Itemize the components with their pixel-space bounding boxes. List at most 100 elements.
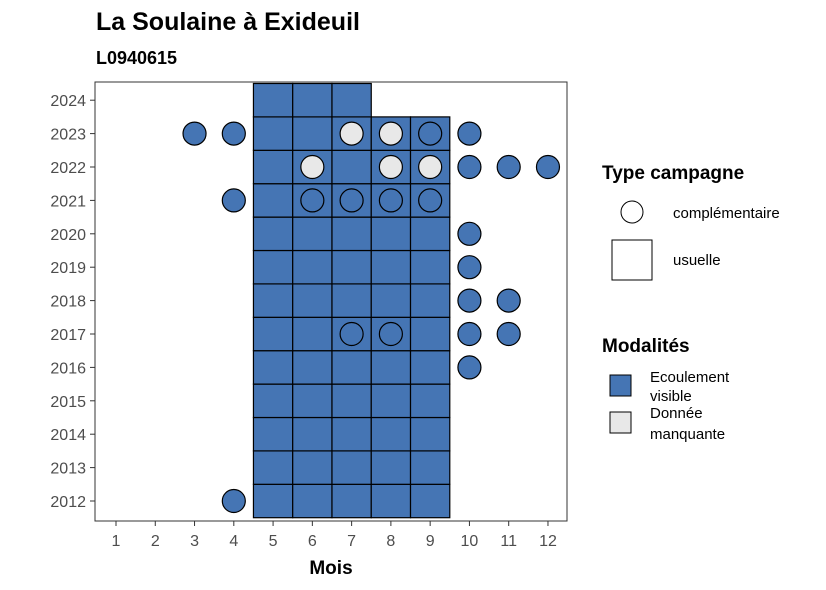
usuelle-tile-2017-5 [252, 316, 294, 352]
usuelle-tile-2022-5 [252, 149, 294, 185]
usuelle-tile-2012-6 [292, 483, 333, 519]
usuelle-tile-2014-8 [370, 416, 412, 452]
y-tick-label: 2022 [50, 160, 86, 177]
usuelle-tile-2017-9 [409, 316, 451, 352]
usuelle-tile-2020-8 [370, 216, 412, 252]
chart-subtitle: L0940615 [96, 48, 177, 68]
x-tick-label: 4 [229, 533, 238, 550]
usuelle-tile-2014-6 [292, 416, 333, 452]
legend-complementaire-label: complémentaire [673, 205, 780, 222]
complementaire-point-2022-12 [535, 154, 561, 180]
y-tick-label: 2017 [50, 327, 86, 344]
usuelle-tile-2012-8 [370, 483, 412, 519]
complementaire-point-2022-6 [300, 154, 325, 180]
y-tick-label: 2020 [50, 227, 86, 244]
legend-type-title: Type campagne [602, 163, 744, 184]
usuelle-tile-2016-6 [292, 350, 333, 385]
y-tick-label: 2014 [50, 427, 86, 444]
usuelle-tile-2012-9 [409, 483, 451, 519]
x-tick-label: 3 [190, 533, 199, 550]
legend-circle-key [620, 200, 644, 224]
x-tick-label: 1 [112, 533, 121, 550]
y-tick-label: 2018 [50, 294, 86, 311]
plot-panel-border [94, 81, 568, 522]
x-tick-label: 5 [269, 533, 278, 550]
x-tick-label: 12 [539, 533, 557, 550]
usuelle-tile-2012-7 [331, 483, 372, 519]
usuelle-tile-2017-6 [292, 316, 333, 352]
complementaire-point-2021-7 [339, 188, 364, 213]
chart-title: La Soulaine à Exideuil [96, 8, 360, 36]
usuelle-tile-2015-8 [370, 383, 412, 419]
usuelle-tile-2020-6 [292, 216, 333, 252]
complementaire-point-2021-8 [378, 188, 403, 213]
complementaire-point-2022-10 [457, 154, 482, 180]
complementaire-point-2018-10 [457, 288, 482, 313]
x-tick-label: 9 [426, 533, 435, 550]
usuelle-tile-2020-7 [331, 216, 372, 252]
complementaire-point-2023-3 [182, 121, 207, 146]
legend: Type campagne complémentaire usuelle Mod… [602, 163, 780, 443]
legend-manquante-label-line1: Donnée [650, 405, 703, 422]
usuelle-tile-2016-7 [331, 350, 372, 385]
x-tick-label: 8 [386, 533, 395, 550]
y-tick-label: 2013 [50, 461, 86, 478]
legend-usuelle-label: usuelle [673, 252, 721, 269]
usuelle-tile-2023-5 [252, 116, 294, 151]
complementaire-point-2023-4 [221, 121, 246, 146]
complementaire-point-2017-11 [496, 321, 521, 347]
complementaire-point-2016-10 [457, 355, 482, 380]
legend-ecoulement-label-line2: visible [650, 388, 692, 405]
y-tick-label: 2019 [50, 260, 86, 277]
usuelle-tile-2019-7 [331, 249, 372, 285]
x-axis: 1 2 3 4 5 6 7 8 9 10 11 12 [112, 521, 557, 550]
usuelle-tile-2016-8 [370, 350, 412, 385]
usuelle-tile-2024-6 [292, 82, 333, 118]
usuelle-tile-2013-8 [370, 450, 412, 485]
complementaire-points [182, 121, 561, 514]
usuelle-tile-2014-9 [409, 416, 451, 452]
complementaire-point-2017-10 [457, 321, 482, 347]
y-tick-label: 2023 [50, 127, 86, 144]
usuelle-tile-2015-6 [292, 383, 333, 419]
complementaire-point-2022-8 [378, 154, 403, 180]
legend-manquante-label-line2: manquante [650, 426, 725, 443]
complementaire-point-2022-9 [418, 154, 443, 180]
complementaire-point-2021-9 [418, 188, 443, 213]
complementaire-point-2021-4 [221, 188, 246, 213]
x-tick-label: 6 [308, 533, 317, 550]
usuelle-tile-2022-7 [331, 149, 372, 185]
usuelle-tile-2015-5 [252, 383, 294, 419]
y-tick-label: 2015 [50, 394, 86, 411]
complementaire-point-2023-8 [378, 121, 403, 146]
complementaire-point-2012-4 [221, 488, 246, 514]
legend-square-key [611, 239, 653, 281]
legend-manquante-key [609, 411, 632, 434]
usuelle-tile-2016-9 [409, 350, 451, 385]
usuelle-tile-2018-6 [292, 283, 333, 318]
y-tick-label: 2021 [50, 193, 86, 210]
usuelle-tile-2019-5 [252, 249, 294, 285]
y-tick-label: 2016 [50, 360, 86, 377]
usuelle-tile-2019-8 [370, 249, 412, 285]
complementaire-point-2023-9 [418, 121, 443, 146]
legend-ecoulement-key [609, 374, 632, 397]
complementaire-point-2021-6 [300, 188, 325, 213]
usuelle-tile-2012-5 [252, 483, 294, 519]
legend-ecoulement-label-line1: Ecoulement [650, 369, 730, 386]
usuelle-tile-2020-5 [252, 216, 294, 252]
x-tick-label: 7 [347, 533, 356, 550]
complementaire-point-2017-8 [378, 321, 403, 347]
usuelle-tile-2019-6 [292, 249, 333, 285]
usuelle-tile-2018-5 [252, 283, 294, 318]
usuelle-tile-2023-6 [292, 116, 333, 151]
complementaire-point-2017-7 [339, 321, 364, 347]
usuelle-tile-2015-9 [409, 383, 451, 419]
x-tick-label: 10 [461, 533, 479, 550]
usuelle-tile-2024-7 [331, 82, 372, 118]
usuelle-tile-2014-7 [331, 416, 372, 452]
usuelle-tile-2013-6 [292, 450, 333, 485]
usuelle-tile-2018-8 [370, 283, 412, 318]
usuelle-tile-2018-7 [331, 283, 372, 318]
